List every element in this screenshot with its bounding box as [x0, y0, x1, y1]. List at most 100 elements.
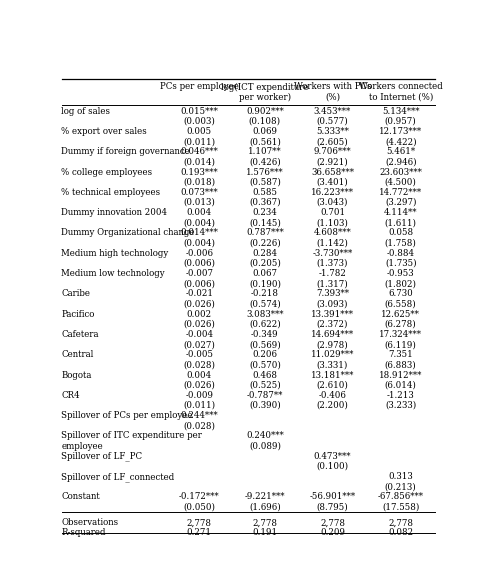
Text: -0.406: -0.406 — [318, 391, 347, 400]
Text: 0.209: 0.209 — [320, 528, 345, 537]
Text: 1.576***: 1.576*** — [246, 168, 284, 177]
Text: -0.009: -0.009 — [185, 391, 213, 400]
Text: (0.013): (0.013) — [183, 198, 215, 207]
Text: (0.004): (0.004) — [183, 238, 215, 247]
Text: -0.006: -0.006 — [185, 249, 213, 257]
Text: Dummy if foreign governance: Dummy if foreign governance — [61, 147, 190, 156]
Text: (0.011): (0.011) — [183, 137, 215, 146]
Text: -0.218: -0.218 — [251, 289, 279, 298]
Text: 4.608***: 4.608*** — [314, 228, 351, 237]
Text: 0.014***: 0.014*** — [181, 228, 218, 237]
Text: 5.333**: 5.333** — [316, 127, 349, 136]
Text: -0.884: -0.884 — [387, 249, 415, 257]
Text: (1.142): (1.142) — [317, 238, 348, 247]
Text: 36.658***: 36.658*** — [311, 168, 354, 177]
Text: Workers connected
to Internet (%): Workers connected to Internet (%) — [359, 82, 442, 102]
Text: (3.233): (3.233) — [385, 401, 416, 410]
Text: 5.461*: 5.461* — [386, 147, 415, 156]
Text: 18.912***: 18.912*** — [379, 371, 423, 380]
Text: 11.029***: 11.029*** — [311, 350, 354, 359]
Text: (0.018): (0.018) — [183, 178, 215, 187]
Text: 0.473***: 0.473*** — [314, 452, 351, 461]
Text: (0.050): (0.050) — [183, 503, 215, 512]
Text: -9.221***: -9.221*** — [245, 493, 285, 502]
Text: 0.585: 0.585 — [253, 188, 277, 197]
Text: (17.558): (17.558) — [382, 503, 420, 512]
Text: CR4: CR4 — [61, 391, 80, 400]
Text: 0.271: 0.271 — [187, 528, 212, 537]
Text: 0.005: 0.005 — [187, 127, 212, 136]
Text: 0.046***: 0.046*** — [181, 147, 218, 156]
Text: 3.453***: 3.453*** — [314, 107, 351, 116]
Text: -3.730***: -3.730*** — [312, 249, 352, 257]
Text: (0.569): (0.569) — [249, 340, 281, 349]
Text: 0.004: 0.004 — [187, 371, 212, 380]
Text: -0.005: -0.005 — [185, 350, 213, 359]
Text: 5.134***: 5.134*** — [382, 107, 420, 116]
Text: (0.622): (0.622) — [249, 320, 281, 329]
Text: -0.004: -0.004 — [185, 330, 213, 339]
Text: 7.351: 7.351 — [388, 350, 413, 359]
Text: 2,778: 2,778 — [187, 518, 212, 527]
Text: (0.367): (0.367) — [249, 198, 281, 207]
Text: 0.058: 0.058 — [388, 228, 413, 237]
Text: 0.206: 0.206 — [253, 350, 277, 359]
Text: (0.108): (0.108) — [249, 117, 281, 126]
Text: R-squared: R-squared — [61, 528, 106, 537]
Text: Central: Central — [61, 350, 93, 359]
Text: (0.004): (0.004) — [183, 218, 215, 227]
Text: 14.694***: 14.694*** — [311, 330, 354, 339]
Text: 0.073***: 0.073*** — [181, 188, 218, 197]
Text: (0.003): (0.003) — [183, 117, 215, 126]
Text: -67.856***: -67.856*** — [378, 493, 424, 502]
Text: Spillover of PCs per employee: Spillover of PCs per employee — [61, 411, 193, 420]
Text: % college employees: % college employees — [61, 168, 152, 177]
Text: 0.069: 0.069 — [253, 127, 277, 136]
Text: Medium low technology: Medium low technology — [61, 269, 165, 278]
Text: (0.574): (0.574) — [249, 300, 281, 309]
Text: (2.372): (2.372) — [317, 320, 348, 329]
Text: 13.181***: 13.181*** — [311, 371, 354, 380]
Text: (0.226): (0.226) — [249, 238, 281, 247]
Text: PCs per employee: PCs per employee — [160, 82, 239, 91]
Text: (0.587): (0.587) — [249, 178, 281, 187]
Text: 0.284: 0.284 — [253, 249, 277, 257]
Text: % technical employees: % technical employees — [61, 188, 160, 197]
Text: (2.921): (2.921) — [317, 158, 348, 167]
Text: (0.026): (0.026) — [183, 381, 215, 390]
Text: (3.297): (3.297) — [385, 198, 416, 207]
Text: % export over sales: % export over sales — [61, 127, 147, 136]
Text: (1.373): (1.373) — [317, 259, 348, 268]
Text: (3.043): (3.043) — [317, 198, 348, 207]
Text: (0.028): (0.028) — [183, 421, 215, 430]
Text: 6.730: 6.730 — [388, 289, 413, 298]
Text: 0.015***: 0.015*** — [181, 107, 218, 116]
Text: 0.468: 0.468 — [253, 371, 277, 380]
Text: -1.213: -1.213 — [387, 391, 415, 400]
Text: 16.223***: 16.223*** — [311, 188, 354, 197]
Text: (6.278): (6.278) — [385, 320, 417, 329]
Text: Dummy innovation 2004: Dummy innovation 2004 — [61, 208, 167, 217]
Text: 0.240***: 0.240*** — [246, 431, 284, 440]
Text: (0.577): (0.577) — [317, 117, 348, 126]
Text: (1.317): (1.317) — [317, 279, 348, 288]
Text: (2.610): (2.610) — [317, 381, 348, 390]
Text: (0.145): (0.145) — [249, 218, 281, 227]
Text: Spillover of LF_PC: Spillover of LF_PC — [61, 452, 142, 462]
Text: Observations: Observations — [61, 518, 119, 527]
Text: Workers with PCs
(%): Workers with PCs (%) — [294, 82, 371, 102]
Text: (0.957): (0.957) — [385, 117, 417, 126]
Text: Caribe: Caribe — [61, 289, 90, 298]
Text: -0.021: -0.021 — [185, 289, 213, 298]
Text: (0.426): (0.426) — [249, 158, 281, 167]
Text: (0.570): (0.570) — [249, 360, 281, 369]
Text: (0.006): (0.006) — [183, 259, 215, 268]
Text: (1.735): (1.735) — [385, 259, 417, 268]
Text: (2.200): (2.200) — [317, 401, 348, 410]
Text: log(ICT expenditure
per worker): log(ICT expenditure per worker) — [221, 82, 309, 102]
Text: (4.422): (4.422) — [385, 137, 417, 146]
Text: (4.500): (4.500) — [385, 178, 417, 187]
Text: (1.802): (1.802) — [385, 279, 417, 288]
Text: -1.782: -1.782 — [318, 269, 347, 278]
Text: (6.558): (6.558) — [385, 300, 417, 309]
